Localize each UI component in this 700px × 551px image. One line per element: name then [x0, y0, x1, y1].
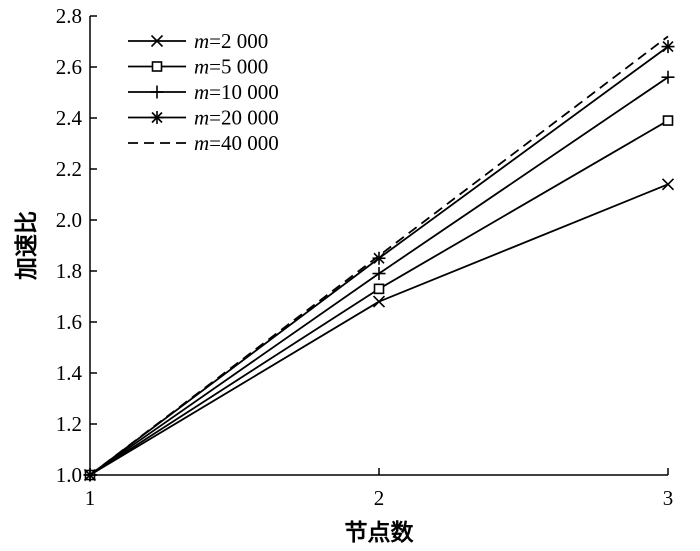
- legend-entry-3: m=10 000: [194, 80, 279, 104]
- legend-entry-value: =5 000: [209, 55, 268, 79]
- legend-entry-value: =20 000: [209, 106, 279, 130]
- data-point-series-4-stroke: [373, 252, 385, 264]
- y-tick-label: 1.8: [56, 259, 82, 283]
- legend-entry-value: =40 000: [209, 131, 279, 155]
- y-tick-label: 1.0: [56, 463, 82, 487]
- y-axis-title: 加速比: [13, 211, 40, 281]
- legend-marker-4-stroke: [151, 111, 163, 124]
- data-point-series-2: [373, 283, 385, 295]
- data-point-series-4-stroke: [662, 41, 674, 53]
- legend-entry-variable: m: [194, 55, 209, 79]
- y-tick-label: 2.4: [56, 106, 83, 130]
- y-tick-label: 2.2: [56, 157, 82, 181]
- legend-entry-value: =2 000: [209, 29, 268, 53]
- x-axis-title: 节点数: [345, 520, 415, 546]
- data-point-series-1-stroke: [372, 295, 386, 308]
- series-layer: [83, 35, 675, 482]
- y-tick-label: 1.2: [56, 412, 82, 436]
- data-point-series-3: [372, 267, 386, 281]
- x-tick-label: 1: [85, 486, 96, 510]
- y-tick-label: 2.6: [56, 55, 82, 79]
- x-tick-label: 3: [663, 486, 674, 510]
- y-tick-label: 1.4: [56, 361, 83, 385]
- legend-entry-value: =10 000: [209, 80, 279, 104]
- legend-marker-3: [150, 85, 164, 99]
- data-point-series-4: [661, 40, 675, 54]
- legend-entry-variable: m: [194, 131, 209, 155]
- legend-marker-1-stroke: [150, 34, 164, 48]
- data-point-series-2: [662, 115, 674, 126]
- legend-entry-4: m=20 000: [194, 106, 279, 130]
- legend-entry-variable: m: [194, 80, 209, 104]
- series-line-5: [89, 35, 669, 476]
- data-point-series-3: [661, 70, 675, 84]
- legend-entry-variable: m: [194, 106, 209, 130]
- legend-marker-2: [151, 61, 163, 72]
- data-point-series-1: [372, 295, 386, 308]
- y-tick-label: 2.8: [56, 4, 82, 28]
- legend-entry-2: m=5 000: [194, 55, 268, 79]
- y-tick-label: 1.6: [56, 310, 82, 334]
- legend-marker-4: [150, 111, 164, 124]
- legend-entry-1: m=2 000: [194, 29, 268, 53]
- x-tick-label: 2: [374, 486, 385, 510]
- data-point-series-1-stroke: [661, 178, 675, 191]
- y-tick-label: 2.0: [56, 208, 82, 232]
- legend-entry-5: m=40 000: [194, 131, 279, 155]
- legend-entry-variable: m: [194, 29, 209, 53]
- axes: 1.0 1.2 1.4 1.6 1.8 2.0 2.2 2.4 2.6 2.8 1 2 3: [56, 4, 674, 510]
- data-point-series-1: [661, 178, 675, 191]
- legend-marker-1: [150, 34, 164, 48]
